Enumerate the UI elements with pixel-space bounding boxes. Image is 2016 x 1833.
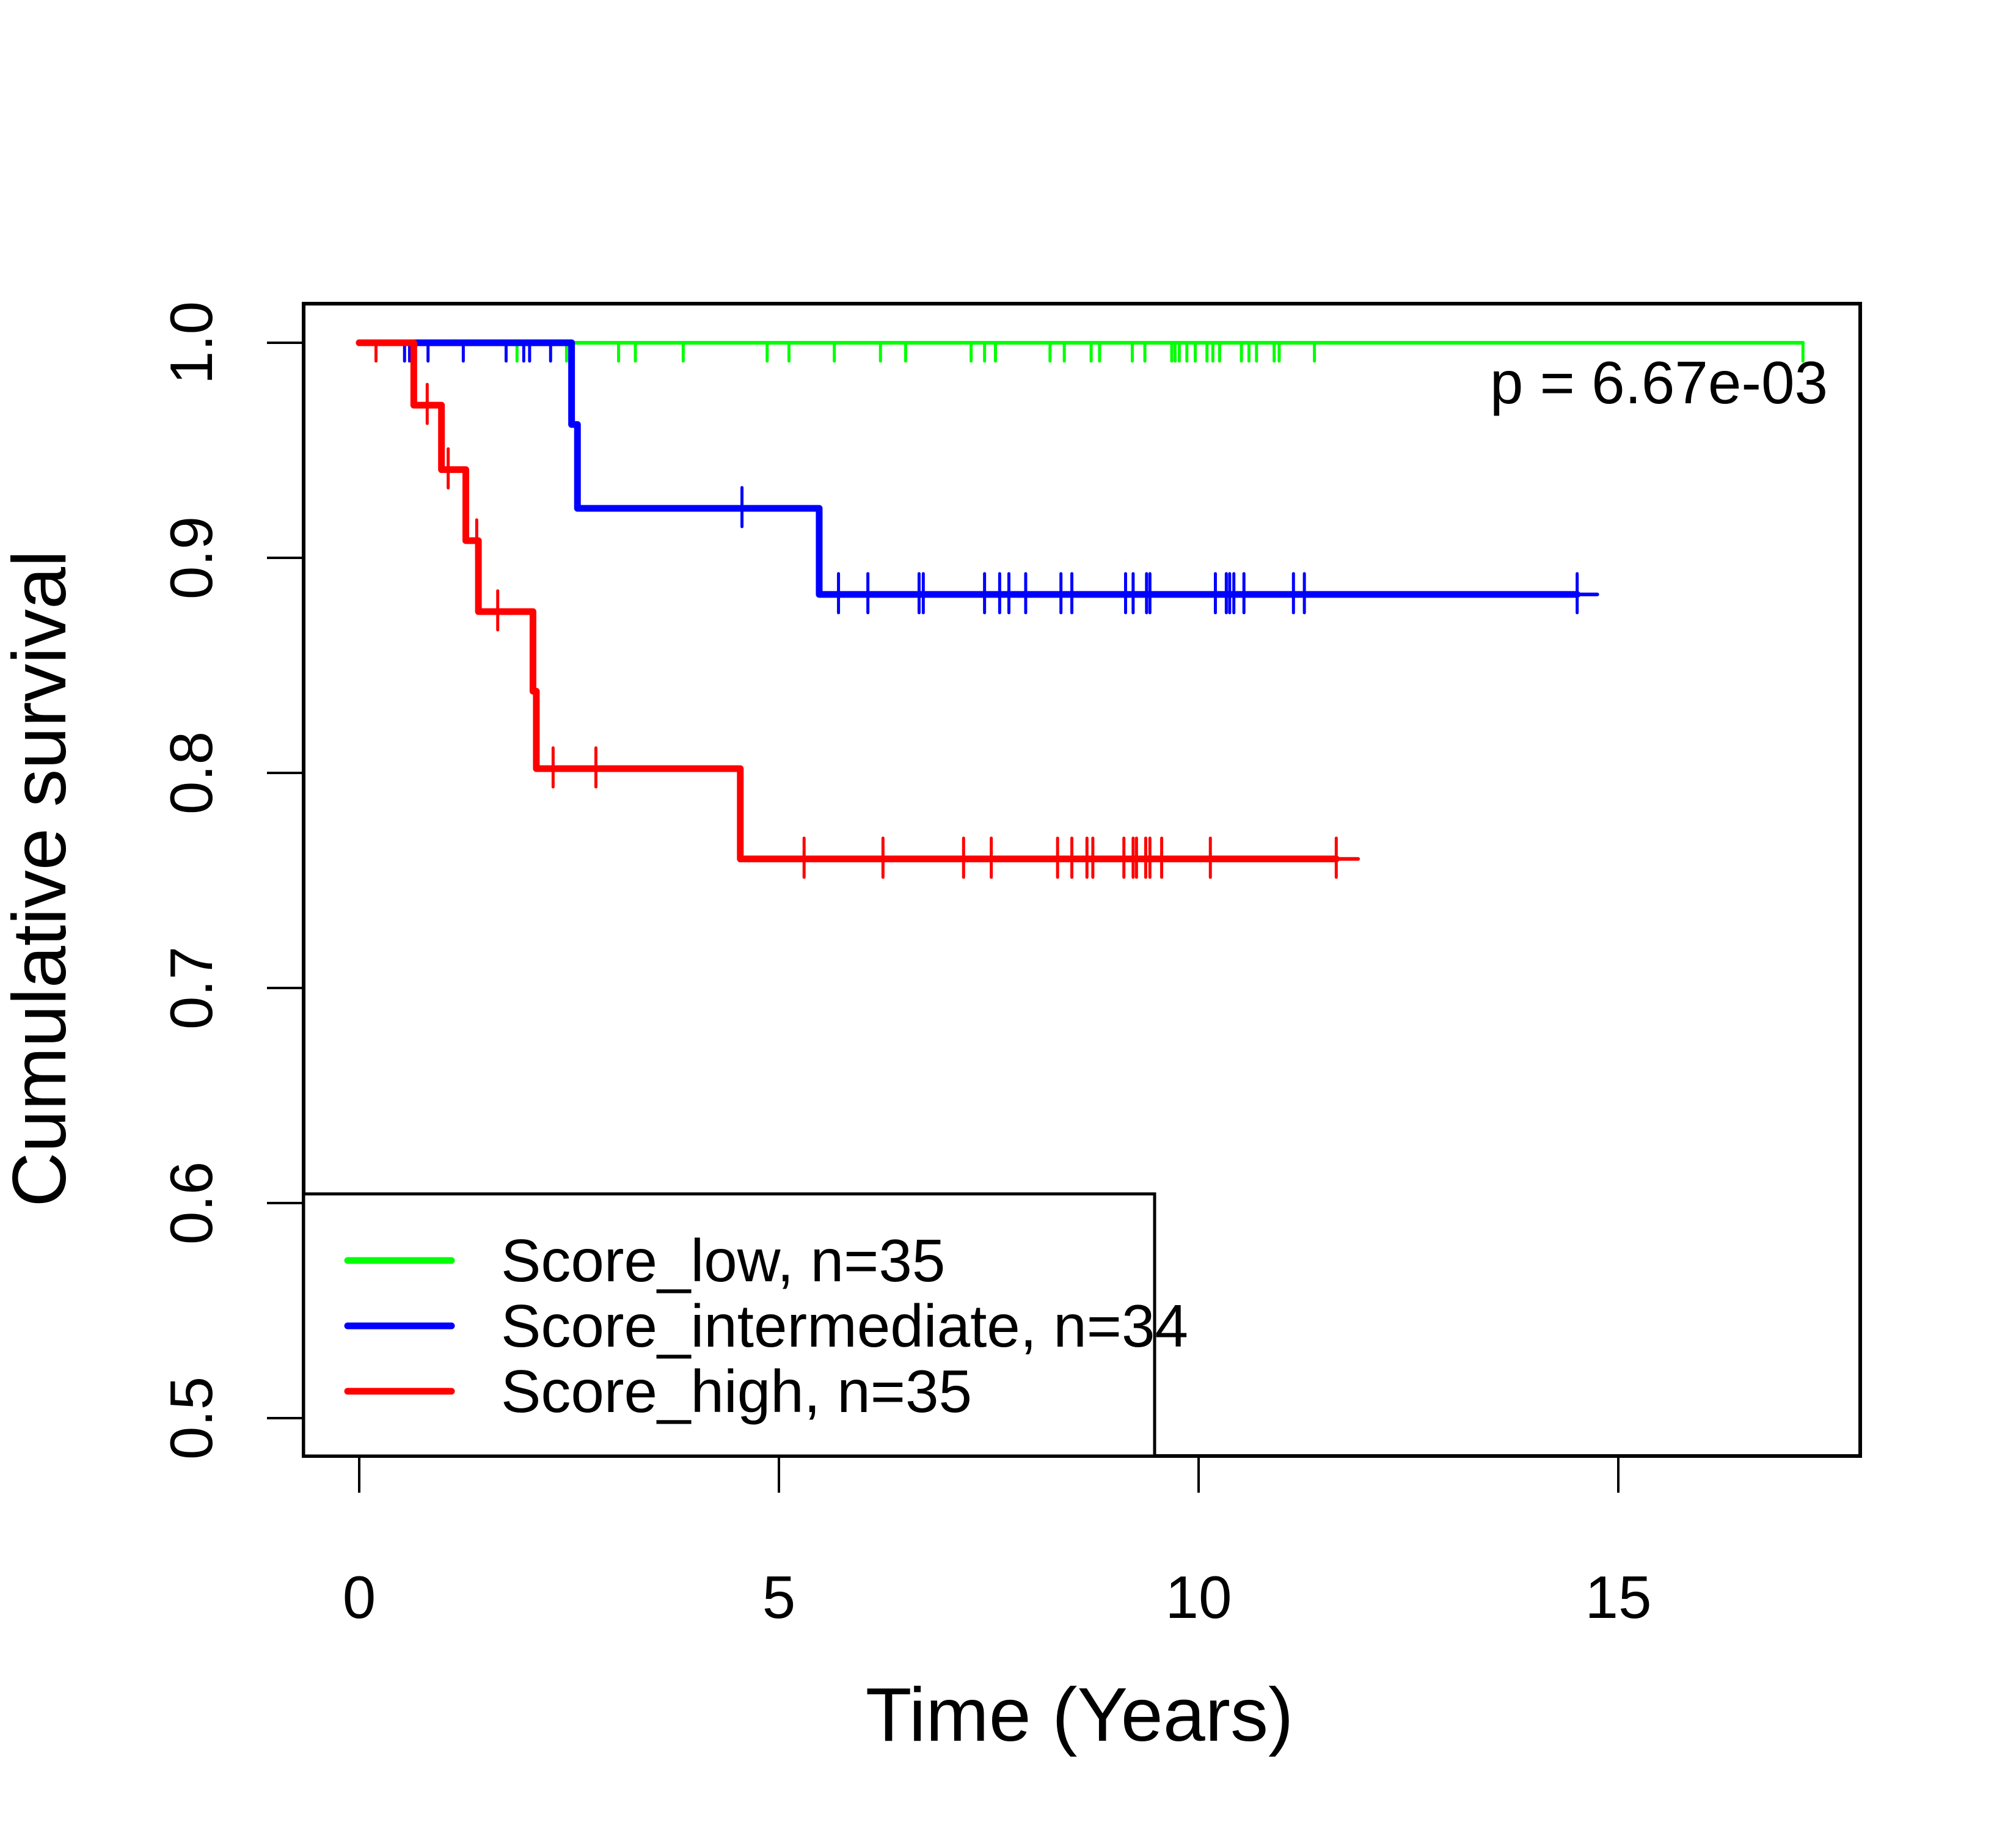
x-tick-label: 15 bbox=[1585, 1564, 1651, 1631]
y-axis-title: Cumulative survival bbox=[0, 550, 82, 1207]
survival-curve bbox=[356, 339, 1581, 598]
y-tick-label: 0.7 bbox=[158, 946, 225, 1030]
legend-label: Score_low, n=35 bbox=[501, 1227, 945, 1294]
axes-layer: 0 5 10 15 0.5 0.6 0.7 0.8 0.9 1.0 bbox=[158, 301, 1652, 1631]
y-tick-label: 1.0 bbox=[158, 301, 225, 384]
x-tick-label: 5 bbox=[762, 1564, 796, 1631]
y-tick-label: 0.6 bbox=[158, 1162, 225, 1245]
legend-label: Score_intermediate, n=34 bbox=[501, 1292, 1188, 1359]
y-tick-label: 0.9 bbox=[158, 516, 225, 599]
legend-label: Score_high, n=35 bbox=[501, 1358, 972, 1425]
series-1 bbox=[356, 339, 1599, 615]
series-2 bbox=[356, 339, 1360, 879]
x-tick-label: 0 bbox=[343, 1564, 376, 1631]
y-tick-label: 0.5 bbox=[158, 1377, 225, 1460]
y-tick-label: 0.8 bbox=[158, 731, 225, 814]
x-tick-label: 10 bbox=[1165, 1564, 1232, 1631]
series-layer bbox=[356, 339, 1805, 879]
p-value-annotation: p = 6.67e-03 bbox=[1490, 349, 1828, 416]
x-axis-title: Time (Years) bbox=[866, 1673, 1294, 1757]
